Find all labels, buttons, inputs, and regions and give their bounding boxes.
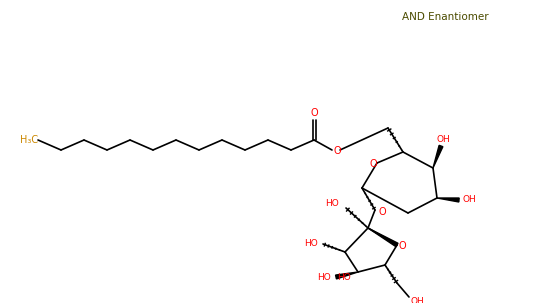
Text: OH: OH [410,297,424,303]
Text: OH: OH [462,195,476,205]
Text: O: O [333,146,341,156]
Text: HO: HO [337,274,351,282]
Text: O: O [398,241,406,251]
Text: HO: HO [317,272,331,281]
Text: OH: OH [436,135,450,144]
Text: HO: HO [325,198,339,208]
Text: O: O [310,108,318,118]
Polygon shape [336,272,358,279]
Text: O: O [378,207,386,217]
Polygon shape [433,145,443,168]
Text: AND Enantiomer: AND Enantiomer [402,12,488,22]
Text: O: O [369,159,377,169]
Polygon shape [368,228,398,247]
Text: HO: HO [304,239,318,248]
Text: H₃C: H₃C [20,135,38,145]
Polygon shape [437,198,459,202]
